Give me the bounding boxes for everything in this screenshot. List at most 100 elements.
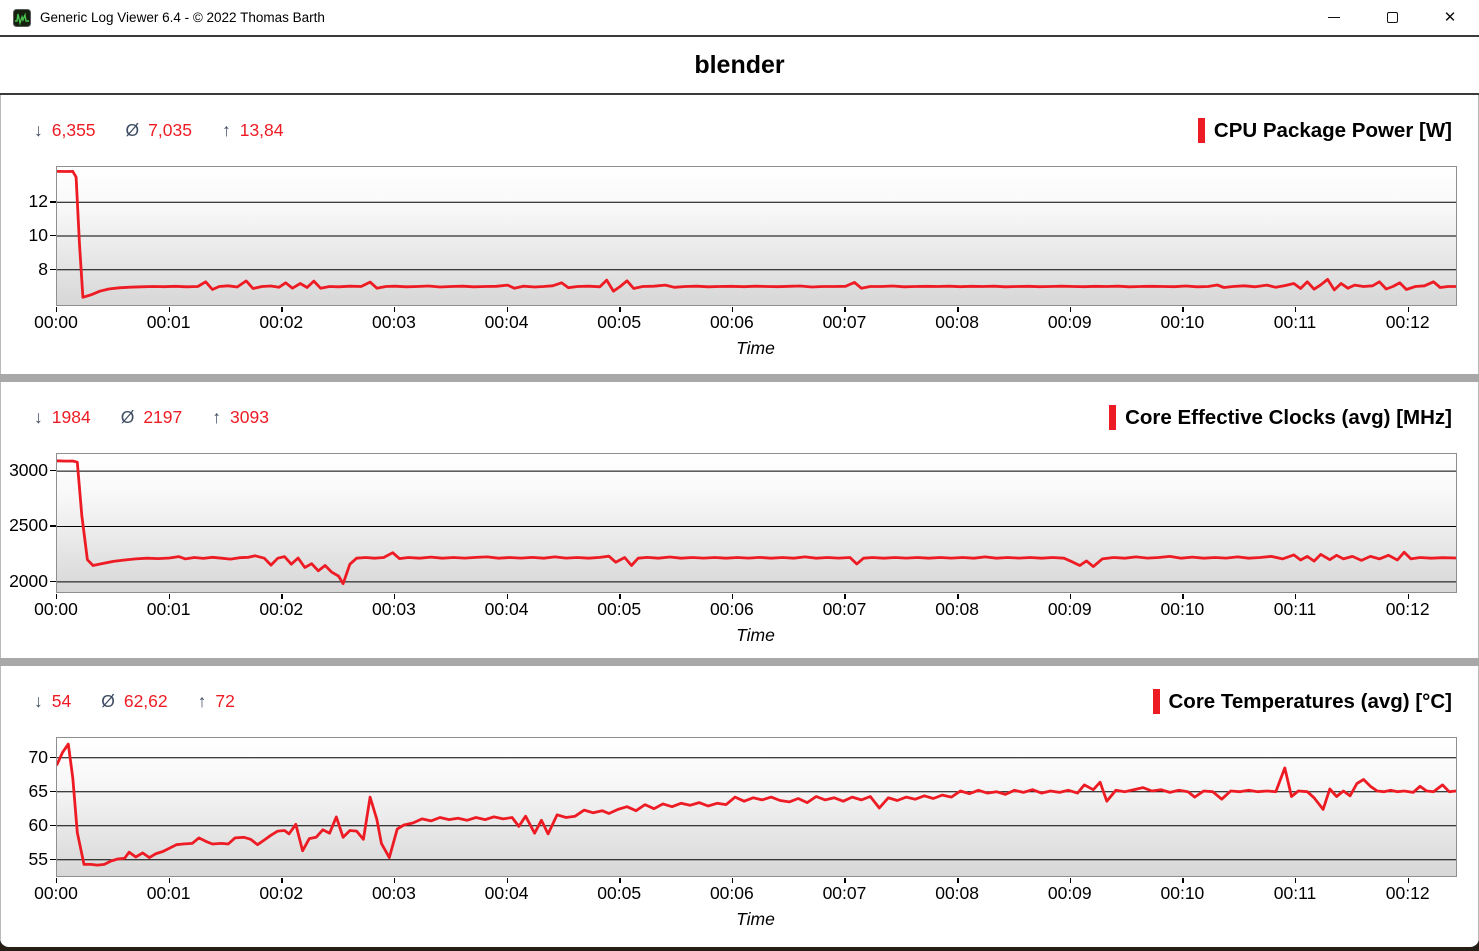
x-tick-mark: [281, 878, 283, 883]
x-tick-mark: [844, 878, 846, 883]
x-tick-label: 00:02: [259, 312, 304, 332]
y-tick-mark: [50, 824, 56, 827]
x-tick-mark: [281, 307, 283, 312]
chart-stats: ↓ 54 Ø 62,62 ↑ 72: [34, 691, 235, 712]
y-tick-mark: [50, 470, 56, 472]
x-tick-mark: [506, 307, 508, 312]
chart-title-text: CPU Package Power [W]: [1213, 118, 1452, 142]
x-tick-label: 00:11: [1273, 312, 1317, 332]
x-tick-label: 00:08: [935, 312, 980, 332]
average-symbol-icon: Ø: [101, 691, 115, 711]
minimize-icon: [1328, 16, 1340, 19]
x-tick-label: 00:10: [1160, 599, 1205, 619]
stat-max-value: 72: [215, 691, 235, 711]
chart-panel-cpu-power: ↓ 6,355 Ø 7,035 ↑ 13,84 CPU Package Power […: [0, 95, 1479, 374]
x-tick-label: 00:03: [372, 599, 416, 619]
title-bar[interactable]: Generic Log Viewer 6.4 - © 2022 Thomas B…: [0, 0, 1479, 37]
y-tick-mark: [50, 268, 56, 271]
x-tick-label: 00:11: [1273, 599, 1317, 619]
stat-min-value: 6,355: [51, 120, 96, 140]
up-arrow-icon: ↑: [221, 120, 231, 140]
chart-title-text: Core Effective Clocks (avg) [MHz]: [1125, 405, 1452, 429]
time-axis-label: Time: [736, 625, 775, 645]
stat-avg: Ø 62,62: [101, 691, 167, 712]
x-tick-mark: [957, 307, 959, 312]
legend-color-bar: [1152, 689, 1160, 714]
x-tick-mark: [1182, 594, 1184, 599]
x-tick-label: 00:00: [34, 883, 78, 903]
x-tick-label: 00:07: [822, 312, 867, 332]
x-tick-mark: [1069, 878, 1072, 883]
chart-panel-core-temps: ↓ 54 Ø 62,62 ↑ 72 Core Temperatures (avg) […: [0, 666, 1479, 945]
y-tick-label: 55: [28, 848, 48, 869]
x-tick-mark: [1407, 594, 1410, 599]
down-arrow-icon: ↓: [34, 120, 43, 140]
stat-avg-value: 7,035: [148, 120, 192, 140]
x-tick-mark: [1295, 878, 1297, 883]
y-tick-mark: [50, 756, 56, 759]
x-tick-mark: [168, 307, 171, 312]
x-tick-mark: [506, 878, 508, 883]
time-axis-label: Time: [736, 909, 775, 929]
y-tick-mark: [50, 580, 56, 583]
stat-avg: Ø 2197: [121, 407, 183, 428]
down-arrow-icon: ↓: [34, 407, 43, 427]
chart-title: Core Effective Clocks (avg) [MHz]: [1109, 405, 1452, 430]
x-tick-label: 00:01: [146, 599, 191, 619]
plot-area[interactable]: [56, 166, 1457, 306]
y-tick-mark: [50, 790, 56, 793]
stat-max-value: 13,84: [239, 120, 284, 140]
x-tick-label: 00:12: [1385, 883, 1430, 903]
y-tick-mark: [50, 235, 56, 237]
stat-avg-value: 62,62: [123, 691, 168, 711]
chart-title-text: Core Temperatures (avg) [°C]: [1168, 689, 1453, 713]
x-tick-mark: [56, 594, 58, 599]
x-tick-label: 00:02: [259, 599, 304, 619]
maximize-icon: [1386, 12, 1398, 23]
x-tick-label: 00:07: [822, 883, 867, 903]
x-tick-mark: [1182, 307, 1184, 312]
x-tick-label: 00:08: [935, 599, 980, 619]
plot-area[interactable]: [56, 453, 1457, 593]
chart-stats: ↓ 6,355 Ø 7,035 ↑ 13,84: [34, 120, 284, 141]
y-tick-label: 70: [28, 746, 48, 767]
chart-title: CPU Package Power [W]: [1197, 118, 1452, 143]
legend-color-bar: [1197, 118, 1205, 143]
panel-separator: [0, 374, 1479, 382]
x-tick-mark: [393, 878, 396, 883]
x-tick-mark: [1182, 878, 1184, 883]
close-icon: ✕: [1443, 9, 1457, 26]
window-controls: ✕: [1305, 0, 1479, 35]
x-tick-mark: [957, 594, 959, 599]
x-tick-mark: [56, 878, 58, 883]
minimize-button[interactable]: [1305, 0, 1363, 35]
panel-separator: [0, 658, 1479, 666]
x-tick-label: 00:00: [34, 312, 78, 332]
log-header: blender: [0, 37, 1479, 95]
x-tick-mark: [393, 307, 396, 312]
average-symbol-icon: Ø: [120, 407, 135, 427]
x-tick-mark: [506, 594, 508, 599]
x-tick-label: 00:02: [259, 883, 304, 903]
x-tick-mark: [168, 594, 171, 599]
x-tick-mark: [1407, 307, 1410, 312]
x-tick-label: 00:03: [372, 883, 416, 903]
close-button[interactable]: ✕: [1421, 0, 1479, 35]
average-symbol-icon: Ø: [125, 120, 140, 140]
y-tick-label: 3000: [9, 460, 48, 481]
x-tick-label: 00:03: [372, 312, 416, 332]
x-tick-mark: [1295, 594, 1297, 599]
x-tick-mark: [168, 878, 171, 883]
stat-max-value: 3093: [230, 407, 269, 427]
maximize-button[interactable]: [1363, 0, 1421, 35]
x-tick-mark: [619, 594, 621, 599]
plot-area[interactable]: [56, 737, 1457, 877]
x-tick-mark: [957, 878, 959, 883]
x-tick-label: 00:08: [935, 883, 980, 903]
x-tick-label: 00:10: [1160, 883, 1205, 903]
y-tick-label: 10: [28, 225, 48, 245]
x-tick-label: 00:05: [597, 599, 642, 619]
stat-avg-value: 2197: [143, 407, 183, 427]
stat-min: ↓ 6,355: [34, 120, 96, 141]
